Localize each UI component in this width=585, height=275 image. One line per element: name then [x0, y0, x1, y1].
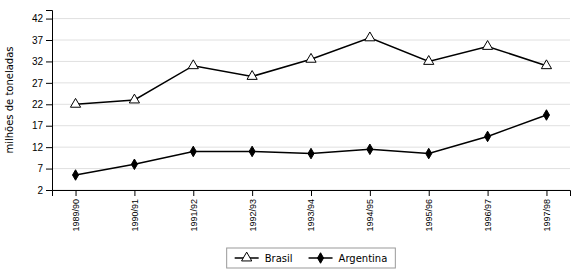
x-axis-line: [53, 191, 571, 197]
x-tick-label: 1995/96: [424, 199, 434, 232]
y-tick-mark: [46, 61, 52, 62]
marks: [70, 32, 551, 180]
grid: [52, 19, 570, 190]
x-tick-label: 1996/97: [483, 199, 493, 232]
y-tick-label: 12: [32, 142, 44, 153]
y-tick-mark: [46, 83, 52, 84]
legend-item: Brasil: [235, 252, 293, 263]
x-tick: 1995/96: [424, 190, 434, 232]
grid-line: [52, 168, 570, 169]
y-tick-label: 27: [32, 78, 44, 89]
x-tick-mark: [370, 190, 371, 196]
y-tick-mark: [46, 19, 52, 20]
point: [541, 60, 551, 69]
point: [482, 41, 492, 50]
y-tick: 2: [37, 185, 52, 196]
legend-symbol: [242, 252, 252, 261]
point: [365, 32, 375, 41]
legend-label: Argentina: [339, 253, 388, 264]
y-tick-mark: [46, 169, 52, 170]
y-tick-mark: [46, 147, 52, 148]
chart: 27121722273237421989/901990/911991/92199…: [0, 0, 585, 275]
y-axis: 2712172227323742: [32, 11, 53, 196]
y-tick-label: 37: [32, 35, 44, 46]
y-tick-label: 2: [37, 185, 43, 196]
point: [190, 146, 196, 157]
y-tick: 22: [32, 99, 52, 110]
point: [306, 53, 316, 62]
y-tick-mark: [46, 40, 52, 41]
x-tick-mark: [311, 190, 312, 196]
x-tick: 1993/94: [306, 190, 316, 232]
point: [485, 131, 491, 142]
series-points: [73, 110, 550, 181]
x-tick-label: 1989/90: [71, 199, 81, 232]
y-tick-label: 42: [32, 13, 44, 24]
series-points: [70, 32, 551, 107]
grid-line: [52, 104, 570, 105]
y-tick: 12: [32, 142, 52, 153]
y-tick: 27: [32, 78, 52, 89]
y-tick: 37: [32, 35, 52, 46]
point: [424, 56, 434, 65]
point: [543, 110, 549, 121]
grid-line: [52, 40, 570, 41]
x-tick-label: 1990/91: [130, 199, 140, 232]
x-tick-label: 1994/95: [365, 199, 375, 232]
x-tick-mark: [193, 190, 194, 196]
point: [129, 94, 139, 103]
x-tick-label: 1993/94: [306, 199, 316, 232]
grid-line: [52, 82, 570, 83]
y-tick: 7: [37, 163, 52, 174]
point: [426, 148, 432, 159]
x-tick-mark: [252, 190, 253, 196]
x-axis: 1989/90 1990/91 1991/92 1992/93 1993/94 1994/…: [53, 190, 571, 232]
y-tick-mark: [46, 126, 52, 127]
x-tick-mark: [76, 190, 77, 196]
point: [73, 170, 79, 181]
point: [131, 159, 137, 170]
x-tick-mark: [134, 190, 135, 196]
point: [70, 98, 80, 107]
x-tick-mark: [488, 190, 489, 196]
point: [367, 144, 373, 155]
x-tick: 1991/92: [189, 190, 199, 232]
x-tick: 1994/95: [365, 190, 375, 232]
point: [249, 146, 255, 157]
x-tick: 1997/98: [542, 190, 552, 232]
legend-frame: [227, 248, 396, 268]
x-tick-mark: [429, 190, 430, 196]
x-tick-label: 1991/92: [189, 199, 199, 232]
legend: Brasil Argentina: [227, 248, 396, 268]
series-line: [76, 38, 547, 104]
point: [308, 148, 314, 159]
grid-line: [52, 125, 570, 126]
y-tick: 42: [32, 13, 52, 24]
y-tick: 17: [32, 120, 52, 131]
y-tick-mark: [46, 190, 52, 191]
legend-symbol: [318, 253, 324, 264]
x-tick-label: 1992/93: [248, 199, 258, 232]
x-tick: 1992/93: [248, 190, 258, 232]
legend-label: Brasil: [265, 253, 293, 264]
legend-item: Argentina: [309, 253, 388, 264]
x-tick: 1996/97: [483, 190, 493, 232]
x-tick-mark: [546, 190, 547, 196]
y-tick-mark: [46, 104, 52, 105]
x-tick: 1990/91: [130, 190, 140, 232]
x-tick: 1989/90: [71, 190, 81, 232]
y-tick: 32: [32, 56, 52, 67]
grid-line: [52, 18, 570, 19]
series-line: [76, 115, 547, 175]
plot: 27121722273237421989/901990/911991/92199…: [32, 11, 571, 232]
y-tick-label: 17: [32, 120, 44, 131]
point: [247, 71, 257, 80]
y-tick-label: 22: [32, 99, 44, 110]
y-axis-line: [46, 11, 53, 191]
point: [188, 60, 198, 69]
y-tick-label: 7: [37, 163, 43, 174]
y-axis-title: milhões de toneladas: [4, 46, 15, 153]
y-tick-label: 32: [32, 56, 44, 67]
x-tick-label: 1997/98: [542, 199, 552, 232]
